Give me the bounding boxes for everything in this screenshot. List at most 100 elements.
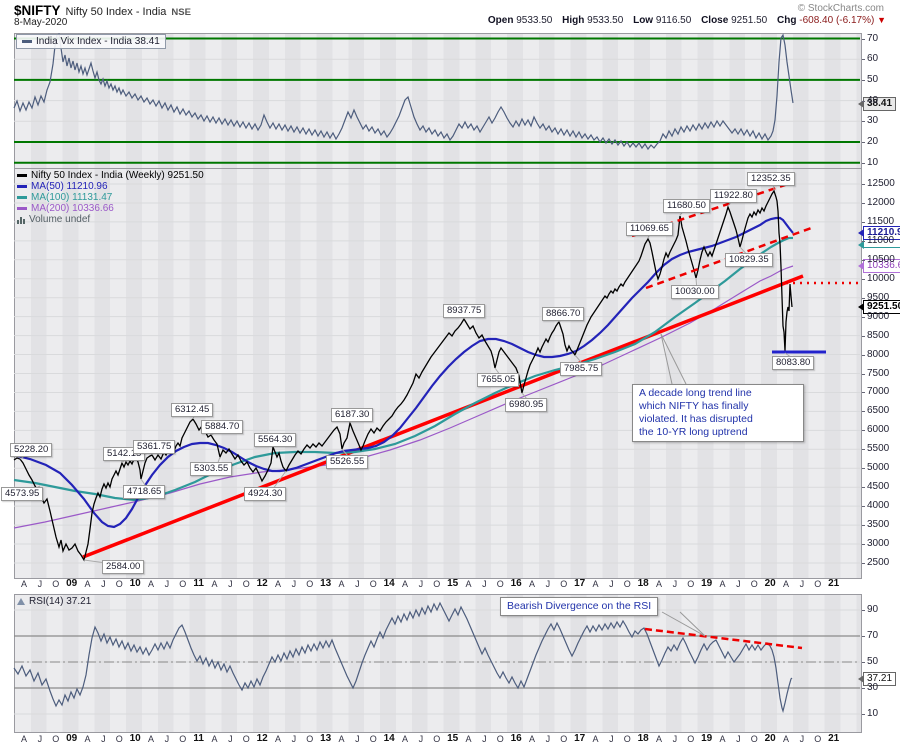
- price-panel: [14, 168, 862, 579]
- x-axis-label: J: [355, 734, 360, 744]
- x-axis-label: O: [242, 579, 250, 589]
- x-axis-label: J: [482, 579, 487, 589]
- x-axis-label: J: [736, 579, 741, 589]
- x-axis-label: J: [418, 579, 424, 589]
- chg-value: -608.40 (-6.17%): [799, 15, 875, 26]
- x-axis-label: O: [115, 734, 123, 744]
- x-axis-label: A: [338, 734, 345, 744]
- y-axis-tick: 6500: [861, 405, 890, 417]
- x-axis-label: A: [338, 579, 345, 589]
- y-axis-tick: 4000: [861, 500, 890, 512]
- x-axis-label: J: [736, 734, 741, 744]
- price-annotation: 5564.30: [254, 433, 297, 447]
- price-annotation: 5303.55: [190, 462, 233, 476]
- price-annotation: 6187.30: [331, 408, 374, 422]
- price-annotation: 8866.70: [542, 307, 585, 321]
- x-axis-label: J: [355, 579, 360, 589]
- x-axis-label: 11: [193, 578, 204, 589]
- x-axis-label: A: [465, 734, 472, 744]
- x-axis-label: J: [799, 579, 805, 589]
- x-axis-label: O: [179, 734, 187, 744]
- legend-item: MA(50) 11210.96: [17, 181, 204, 192]
- x-axis-label: A: [655, 734, 663, 744]
- x-axis-label: A: [211, 734, 218, 744]
- x-axis-label: J: [228, 734, 233, 744]
- x-axis-label: O: [433, 734, 441, 744]
- y-axis-tick: 50: [861, 656, 879, 667]
- x-axis-label: J: [672, 579, 678, 589]
- x-axis-label: A: [592, 734, 599, 744]
- x-axis-label: A: [274, 579, 282, 589]
- price-panel-legend: Nifty 50 Index - India (Weekly) 9251.50 M…: [17, 170, 204, 225]
- x-axis-label: A: [719, 734, 726, 744]
- x-axis-label: J: [291, 579, 297, 589]
- x-axis-label: O: [687, 734, 695, 744]
- x-axis-label: A: [274, 734, 282, 744]
- x-axis-label: 15: [447, 578, 459, 589]
- y-axis-tick: 50: [861, 73, 879, 85]
- x-axis-label: 17: [574, 578, 586, 589]
- y-axis-tick: 4500: [861, 481, 890, 493]
- x-axis-label: A: [401, 734, 409, 744]
- x-axis-label: J: [164, 579, 170, 589]
- y-axis-tick: 40: [861, 94, 879, 106]
- x-axis-label: 16: [510, 733, 522, 744]
- x-axis-label: J: [545, 579, 551, 589]
- price-annotation: 5361.75: [133, 440, 176, 454]
- x-axis-label: 21: [828, 578, 840, 589]
- price-annotation: 10829.35: [725, 253, 773, 267]
- x-axis-label: 10: [129, 578, 141, 589]
- close-value: 9251.50: [731, 15, 768, 26]
- x-axis-label: O: [369, 579, 377, 589]
- x-axis-label: A: [719, 579, 726, 589]
- x-axis-label: J: [545, 734, 551, 744]
- x-axis-label: A: [147, 579, 155, 589]
- y-axis-tick: 8000: [861, 348, 890, 360]
- x-axis-label: A: [84, 734, 91, 744]
- x-axis-label: J: [672, 734, 678, 744]
- x-axis-label: 10: [129, 733, 141, 744]
- y-axis-tick: 70: [861, 630, 879, 641]
- ticker-name: Nifty 50 Index - India: [65, 6, 167, 18]
- legend-label: MA(50) 11210.96: [31, 181, 108, 192]
- y-axis-tick: 90: [861, 604, 879, 615]
- y-axis-tick: 10000: [862, 272, 895, 284]
- x-axis-label: A: [782, 579, 790, 589]
- x-axis-label: A: [592, 579, 599, 589]
- x-axis-label: O: [750, 734, 758, 744]
- close-label: Close: [701, 15, 729, 26]
- x-axis-label: J: [418, 734, 424, 744]
- x-axis-label: O: [496, 734, 504, 744]
- x-axis-label: O: [560, 579, 568, 589]
- vix-line-swatch: [22, 40, 32, 43]
- y-axis-tick: 3000: [861, 538, 890, 550]
- price-annotation: 11922.80: [710, 189, 757, 203]
- area-chart-icon: [17, 598, 25, 605]
- x-axis-label: A: [465, 579, 472, 589]
- legend-label: MA(100) 11131.47: [31, 192, 113, 203]
- x-axis-label: 14: [383, 578, 395, 589]
- chart-title: $NIFTY Nifty 50 Index - India NSE: [14, 2, 191, 20]
- high-label: High: [562, 15, 585, 26]
- x-axis-label: A: [20, 734, 28, 744]
- x-axis-label: J: [482, 734, 487, 744]
- price-annotation: 8083.80: [772, 356, 815, 370]
- x-axis-label: 18: [637, 733, 649, 744]
- x-axis-label: A: [528, 734, 536, 744]
- legend-label: Volume undef: [29, 214, 91, 225]
- low-label: Low: [633, 15, 654, 26]
- trendline-callout: A decade long trend line which NIFTY has…: [632, 384, 804, 442]
- y-axis-tick: 3500: [861, 519, 890, 531]
- price-annotation: 8937.75: [443, 304, 486, 318]
- rsi-divergence-callout: Bearish Divergence on the RSI: [500, 597, 659, 616]
- ma200-value-box: 10336.66: [858, 259, 900, 273]
- y-axis-tick: 60: [861, 53, 879, 65]
- x-axis-label: O: [687, 579, 695, 589]
- close-value-box: 9251.50: [857, 300, 900, 314]
- legend-swatch: [17, 196, 27, 199]
- price-annotation: 6312.45: [171, 403, 214, 417]
- price-annotation: 12352.35: [747, 172, 795, 186]
- legend-label: Nifty 50 Index - India (Weekly) 9251.50: [31, 170, 204, 181]
- legend-swatch: [17, 207, 27, 210]
- x-axis-label: 21: [828, 733, 840, 744]
